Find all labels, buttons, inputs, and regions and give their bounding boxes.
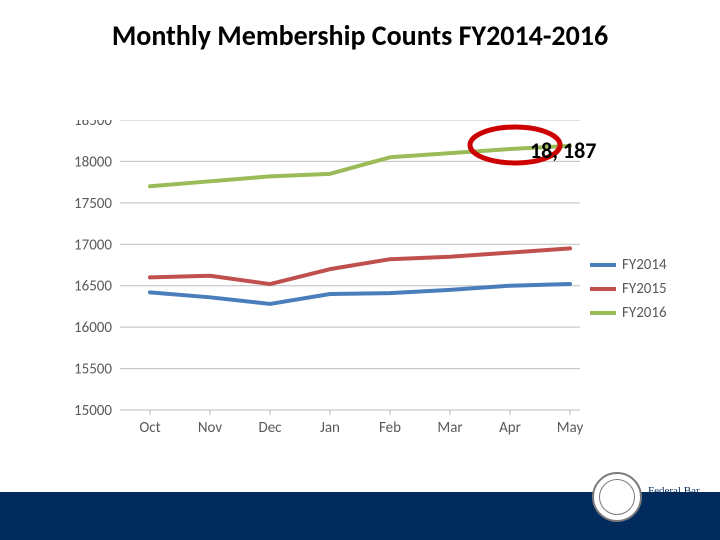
legend-item: FY2016 (590, 304, 680, 322)
line-chart: 15000 15500 16000 16500 17000 17500 18000 18500… (60, 120, 620, 470)
chart-title: Monthly Membership Counts FY2014-2016 (0, 18, 720, 53)
svg-text:Oct: Oct (139, 419, 160, 437)
legend: FY2014 FY2015 FY2016 (590, 250, 680, 328)
legend-item: FY2014 (590, 256, 680, 274)
legend-swatch (590, 263, 616, 267)
svg-text:16000: 16000 (74, 319, 112, 337)
legend-label: FY2016 (622, 304, 667, 322)
legend-swatch (590, 311, 616, 315)
svg-text:Apr: Apr (499, 419, 521, 437)
svg-text:18500: 18500 (74, 120, 112, 130)
svg-text:15000: 15000 (74, 402, 112, 420)
svg-text:18000: 18000 (74, 153, 112, 171)
svg-text:Jan: Jan (320, 419, 340, 437)
legend-label: FY2014 (622, 256, 667, 274)
svg-text:16500: 16500 (74, 278, 112, 296)
svg-text:Feb: Feb (379, 419, 401, 437)
org-name-1: Federal Bar (648, 485, 700, 497)
chart-area: 15000 15500 16000 16500 17000 17500 18000 18500… (60, 120, 620, 440)
org-name-2: Association (648, 497, 700, 509)
svg-text:May: May (557, 419, 584, 437)
legend-item: FY2015 (590, 280, 680, 298)
svg-text:17000: 17000 (74, 236, 112, 254)
legend-swatch (590, 287, 616, 291)
svg-text:Mar: Mar (437, 419, 462, 437)
callout-label: 18, 187 (530, 137, 596, 164)
seal-icon (592, 472, 642, 522)
svg-text:17500: 17500 (74, 195, 112, 213)
legend-label: FY2015 (622, 280, 667, 298)
svg-text:15500: 15500 (74, 361, 112, 379)
svg-text:Nov: Nov (198, 419, 223, 437)
svg-text:Dec: Dec (258, 419, 282, 437)
org-logo: Federal Bar Association (592, 464, 702, 530)
